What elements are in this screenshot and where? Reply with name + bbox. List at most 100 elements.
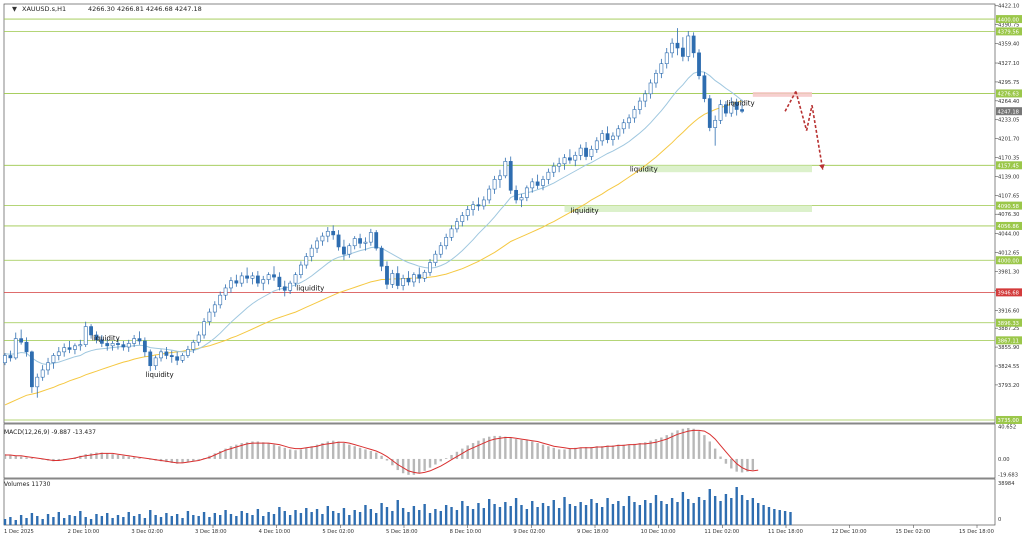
candle-body [670,42,675,54]
candle-body [605,133,610,140]
candle-body [288,282,293,291]
candle-body [320,235,325,242]
current-price-bg [996,107,1022,116]
candle-body [368,232,373,243]
candle-body [331,230,336,236]
candle-body [347,245,352,255]
volume-label: Volumes 11730 [4,481,51,488]
liquidity-zone [639,165,812,173]
level-label: 4056.86 [998,224,1019,230]
candle-body [132,338,137,344]
forecast-arrow-segment [805,105,813,131]
forecast-arrow-segment [811,105,824,170]
candle-body [643,93,648,102]
candle-body [508,161,513,191]
ohlc-readout: 4266.30 4266.81 4246.68 4247.18 [88,5,202,13]
candle-body [374,232,379,249]
x-tick-label: 11 Dec 02:00 [704,529,739,535]
symbol-title: XAUUSD.s,H1 [22,5,66,13]
candle-body [637,100,642,110]
candle-body [342,246,346,255]
candle-body [56,351,61,356]
x-tick-label: 8 Dec 10:00 [450,529,482,535]
y-tick-label: 4012.65 [998,251,1019,257]
candle-body [562,157,567,165]
candle-body [309,247,314,257]
candle-body [363,241,368,244]
candle-body [62,347,67,353]
candle-body [261,279,266,284]
level-label-bg [996,288,1022,297]
liquidity-annotation: liquidity [727,99,755,107]
level-label-bg [996,201,1022,210]
candle-body [519,197,524,201]
ma-fast-line [4,70,743,366]
candle-body [578,147,583,156]
macd-tick-label: 40.652 [998,425,1016,431]
candle-body [713,120,718,128]
x-tick-label: 15 Dec 02:00 [895,529,930,535]
candle-body [460,215,465,222]
macd-tick-label: -19.683 [998,473,1018,479]
candle-body [83,326,88,345]
liquidity-annotation: liquidity [296,284,324,292]
candle-body [121,344,126,348]
candle-body [358,238,362,244]
candle-body [116,343,120,345]
candle-body [13,338,18,359]
candle-body [99,339,104,344]
candle-body [352,238,357,247]
x-tick-label: 10 Dec 10:00 [641,529,676,535]
candle-body [675,42,680,49]
level-label: 4379.56 [998,30,1019,36]
candle-body [503,161,508,177]
candle-body [616,128,621,137]
ma-slow-line [4,100,743,406]
panel-frame-0 [3,3,996,424]
candle-body [24,341,29,353]
x-tick-label: 4 Dec 10:00 [259,529,291,535]
forecast-arrow-head [819,164,825,170]
candle-body [567,157,572,161]
x-tick-label: 5 Dec 18:00 [386,529,418,535]
y-tick-label: 4044.00 [998,232,1019,238]
candle-body [67,347,72,350]
candle-body [94,334,99,341]
candle-body [105,343,110,347]
candle-body [594,140,599,150]
candle-body [126,343,131,348]
candle-body [401,278,406,286]
candle-body [272,274,276,278]
candle-body [697,52,701,77]
candle-body [51,355,56,364]
x-tick-label: 3 Dec 02:00 [131,529,163,535]
candle-body [315,240,319,249]
candle-body [551,165,556,173]
candle-body [223,287,228,296]
candle-body [433,253,438,263]
level-label: 3896.33 [998,321,1019,327]
candle-body [3,355,7,364]
candle-body [417,274,422,279]
x-tick-label: 15 Dec 18:00 [959,529,994,535]
candle-body [686,35,691,57]
level-label-bg [996,318,1022,327]
candle-body [729,101,734,114]
candle-body [734,101,739,110]
candle-body [455,221,459,230]
y-tick-label: 3793.20 [998,383,1019,389]
candle-body [73,345,77,350]
collapse-arrow-icon[interactable]: ▼ [12,5,17,13]
level-label: 4000.00 [998,258,1019,264]
x-tick-label: 12 Dec 10:00 [832,529,867,535]
level-label-bg [996,336,1022,345]
candle-body [159,351,163,359]
candle-body [702,75,707,99]
level-label: 3735.00 [998,418,1019,424]
level-label-bg [996,161,1022,170]
candle-body [611,135,615,140]
volume-tick-label: 38984 [998,481,1015,487]
candle-body [724,104,728,114]
y-tick-label: 4264.40 [998,99,1019,105]
